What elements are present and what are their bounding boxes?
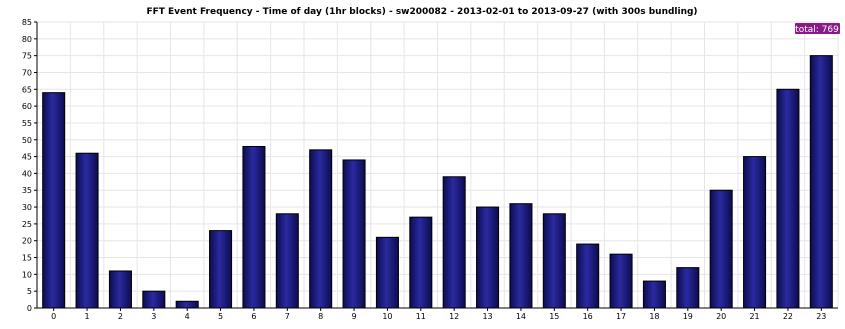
y-tick-label: 70 — [22, 68, 32, 77]
x-tick-label: 21 — [749, 312, 759, 321]
bars — [42, 55, 833, 309]
x-tick-label: 7 — [285, 312, 290, 321]
x-tick-label: 1 — [85, 312, 90, 321]
x-tick-label: 16 — [583, 312, 593, 321]
bar-4 — [175, 300, 199, 309]
bar-12 — [442, 176, 466, 309]
y-tick-label: 5 — [27, 287, 32, 296]
bar-22 — [776, 88, 800, 309]
x-tick-label: 5 — [218, 312, 223, 321]
bar-14 — [509, 203, 533, 309]
bar-17 — [609, 253, 633, 309]
bar-7 — [275, 213, 299, 309]
y-tick-label: 25 — [22, 220, 32, 229]
x-tick-label: 14 — [516, 312, 526, 321]
x-tick-label: 11 — [416, 312, 426, 321]
bar-15 — [542, 213, 566, 309]
bar-23 — [809, 55, 833, 309]
bar-10 — [375, 236, 399, 309]
y-tick-label: 50 — [22, 136, 32, 145]
bar-19 — [676, 267, 700, 309]
y-tick-label: 65 — [22, 85, 32, 94]
total-badge-label: total: 769 — [795, 25, 839, 35]
x-tick-label: 15 — [549, 312, 559, 321]
bar-8 — [309, 149, 333, 309]
chart-title: FFT Event Frequency - Time of day (1hr b… — [146, 7, 697, 17]
x-tick-label: 10 — [382, 312, 392, 321]
x-tick-label: 18 — [649, 312, 659, 321]
y-tick-label: 10 — [22, 270, 32, 279]
x-tick-label: 12 — [449, 312, 459, 321]
x-tick-label: 3 — [151, 312, 156, 321]
bar-0 — [42, 92, 66, 309]
x-tick-label: 19 — [683, 312, 693, 321]
total-badge-background — [795, 23, 840, 34]
y-tick-label: 0 — [27, 304, 32, 313]
x-tick-label: 17 — [616, 312, 626, 321]
y-tick-label: 60 — [22, 102, 32, 111]
bar-5 — [209, 230, 233, 309]
bar-9 — [342, 159, 366, 309]
bar-6 — [242, 145, 266, 309]
y-tick-label: 55 — [22, 119, 32, 128]
x-tick-label: 2 — [118, 312, 123, 321]
bar-2 — [108, 270, 132, 309]
bar-1 — [75, 152, 99, 309]
y-tick-label: 80 — [22, 35, 32, 44]
bar-11 — [409, 216, 433, 309]
y-tick-label: 45 — [22, 153, 32, 162]
bar-20 — [709, 189, 733, 309]
x-tick-label: 13 — [482, 312, 492, 321]
x-tick-label: 8 — [318, 312, 323, 321]
x-tick-label: 9 — [352, 312, 357, 321]
bar-13 — [476, 206, 500, 309]
y-tick-label: 75 — [22, 52, 32, 61]
total-badge: total: 769 — [795, 23, 840, 35]
bar-3 — [142, 290, 166, 309]
bar-18 — [642, 280, 666, 309]
bar-16 — [576, 243, 600, 309]
y-tick-label: 15 — [22, 254, 32, 263]
y-tick-label: 30 — [22, 203, 32, 212]
x-tick-label: 22 — [783, 312, 793, 321]
x-tick-label: 20 — [716, 312, 726, 321]
grid-lines — [36, 21, 839, 309]
bar-21 — [743, 156, 767, 309]
x-tick-label: 6 — [251, 312, 256, 321]
y-tick-label: 85 — [22, 18, 32, 27]
x-tick-label: 4 — [185, 312, 190, 321]
x-tick-label: 0 — [51, 312, 56, 321]
x-tick-label: 23 — [816, 312, 826, 321]
y-tick-label: 35 — [22, 186, 32, 195]
y-tick-label: 20 — [22, 237, 32, 246]
y-tick-label: 40 — [22, 169, 32, 178]
